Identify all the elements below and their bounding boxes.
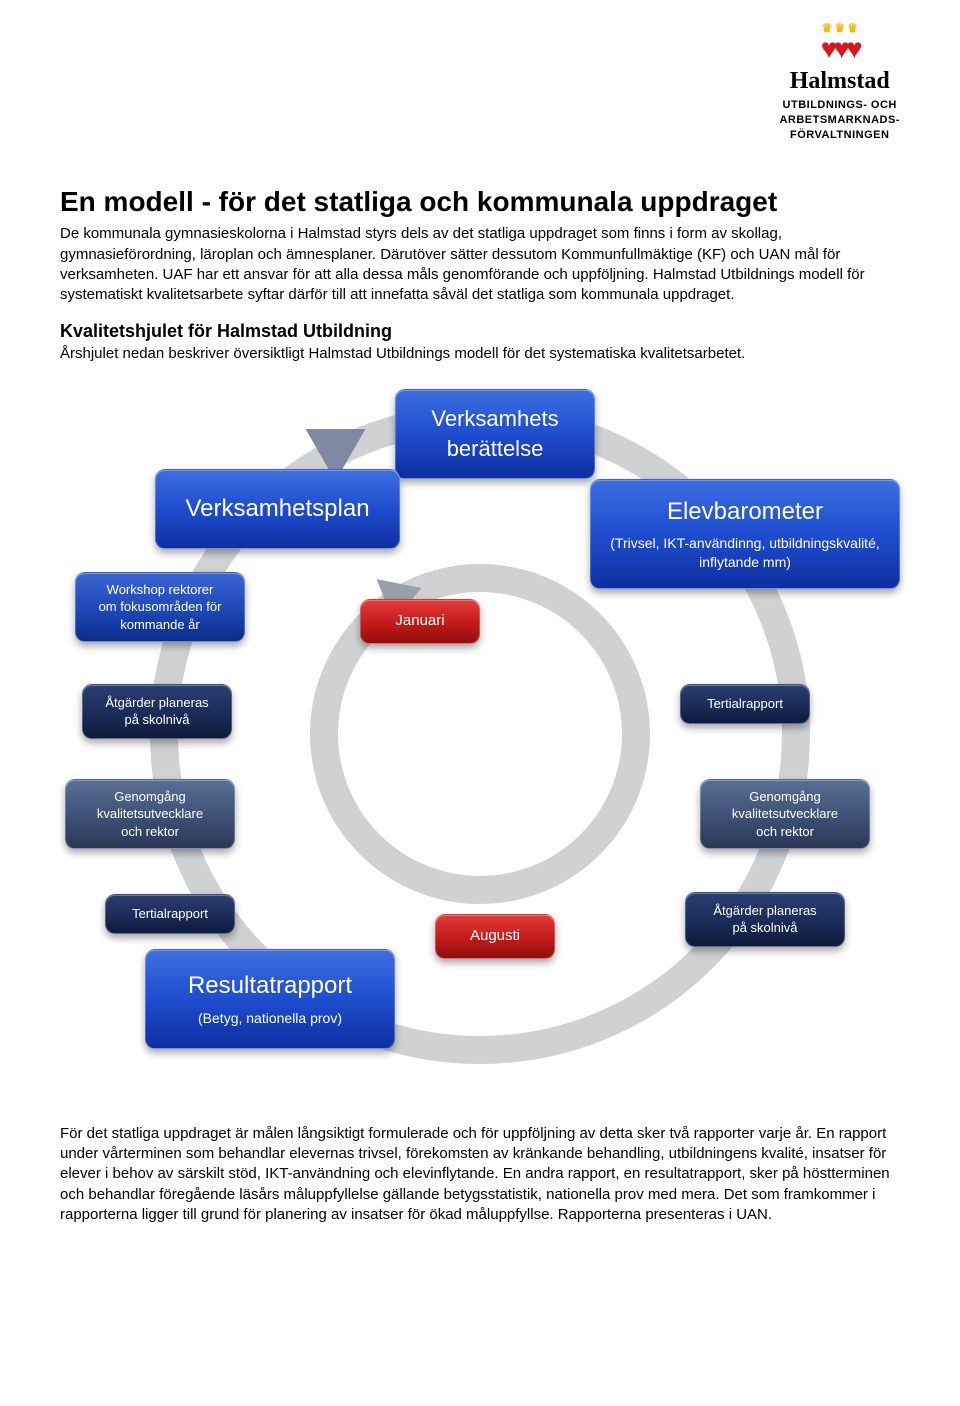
subheading: Kvalitetshjulet för Halmstad Utbildning [60,319,900,343]
header-logo: ♛♛♛ ♥♥♥ Halmstad UTBILDNINGS- OCH ARBETS… [60,20,900,143]
box-atgarder-left: Åtgärder planeras på skolnivå [82,684,232,739]
box-tertial-right-top: Tertialrapport [680,684,810,724]
box-text: Verksamhetsplan [185,493,369,525]
box-text: Augusti [470,926,520,946]
box-genomgang-right: Genomgång kvalitetsutvecklare och rektor [700,779,870,849]
box-genomgang-left: Genomgång kvalitetsutvecklare och rektor [65,779,235,849]
box-text: kommande år [120,616,199,634]
box-text: Januari [395,611,444,631]
box-text: Åtgärder planeras [713,902,816,920]
logo-subline-2: ARBETSMARKNADS- [779,114,900,127]
logo-hearts: ♥♥♥ [779,38,900,60]
subheading-text: Årshjulet nedan beskriver översiktligt H… [60,344,900,364]
quality-wheel-diagram: Verksamhets berättelse Verksamhetsplan E… [60,384,900,1084]
box-text: och rektor [121,823,179,841]
box-tertial-left-bottom: Tertialrapport [105,894,235,934]
box-text: Genomgång [749,788,821,806]
box-text: berättelse [447,434,544,464]
logo: ♛♛♛ ♥♥♥ Halmstad UTBILDNINGS- OCH ARBETS… [779,20,900,143]
box-text: Tertialrapport [132,905,208,923]
box-workshop: Workshop rektorer om fokusområden för ko… [75,572,245,642]
box-text: kvalitetsutvecklare [97,805,203,823]
intro-paragraph: De kommunala gymnasieskolorna i Halmstad… [60,224,900,305]
box-text: kvalitetsutvecklare [732,805,838,823]
box-verksamhetsberattelse: Verksamhets berättelse [395,389,595,479]
box-resultatrapport: Resultatrapport (Betyg, nationella prov) [145,949,395,1049]
box-text: Verksamhets [431,404,558,434]
box-text: om fokusområden för [99,598,222,616]
box-title: Resultatrapport [188,970,352,1002]
box-atgarder-right-bottom: Åtgärder planeras på skolnivå [685,892,845,947]
logo-subline-3: FÖRVALTNINGEN [779,129,900,142]
box-text: Workshop rektorer [107,581,214,599]
box-text: på skolnivå [124,711,189,729]
box-januari: Januari [360,599,480,644]
box-augusti: Augusti [435,914,555,959]
box-subtitle: (Betyg, nationella prov) [198,1009,342,1028]
box-elevbarometer: Elevbarometer (Trivsel, IKT-användinng, … [590,479,900,589]
box-verksamhetsplan: Verksamhetsplan [155,469,400,549]
logo-name: Halmstad [779,65,900,97]
page-title: En modell - för det statliga och kommuna… [60,183,900,221]
box-text: på skolnivå [732,919,797,937]
box-text: Tertialrapport [707,695,783,713]
box-subtitle: (Trivsel, IKT-användinng, utbildningskva… [605,534,885,572]
box-text: och rektor [756,823,814,841]
logo-subline-1: UTBILDNINGS- OCH [779,99,900,112]
box-title: Elevbarometer [667,496,823,528]
box-text: Åtgärder planeras [105,694,208,712]
box-text: Genomgång [114,788,186,806]
bottom-paragraph: För det statliga uppdraget är målen lång… [60,1124,900,1225]
